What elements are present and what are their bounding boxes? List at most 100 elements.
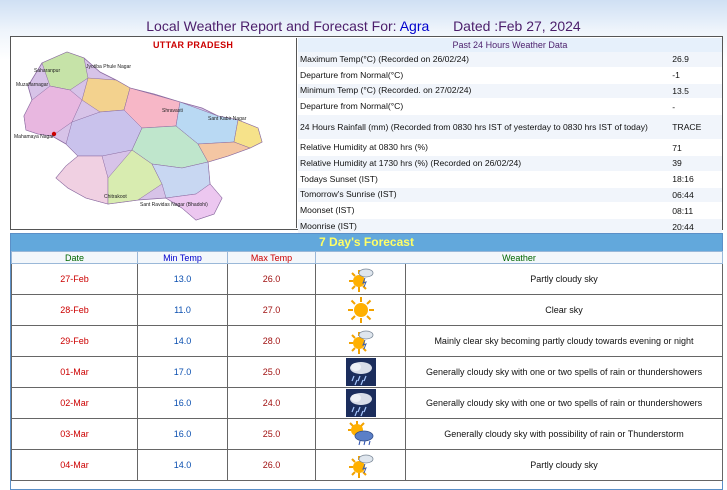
forecast-weather: Mainly clear sky becoming partly cloudy … bbox=[404, 325, 724, 357]
forecast-min-temp: 17.0 bbox=[137, 356, 228, 388]
sun-icon bbox=[315, 294, 406, 326]
past-row-label: Departure from Normal(°C) bbox=[300, 101, 404, 112]
past-row-label: 24 Hours Rainfall (mm) (Recorded from 08… bbox=[300, 121, 648, 132]
partly-cloudy-icon bbox=[315, 325, 406, 357]
forecast-row: 28-Feb 11.0 27.0 Clear sky bbox=[11, 294, 724, 326]
header-date: Date bbox=[11, 251, 138, 264]
header-weather: Weather bbox=[314, 251, 724, 264]
forecast-row: 02-Mar 16.0 24.0 Generally cloudy sky with … bbox=[11, 387, 724, 419]
report-header: Local Weather Report and Forecast For: A… bbox=[0, 0, 727, 36]
report-date: Dated :Feb 27, 2024 bbox=[453, 18, 581, 34]
forecast-max-temp: 28.0 bbox=[227, 325, 316, 357]
past-row-label: Tomorrow's Sunrise (IST) bbox=[300, 189, 397, 200]
past-row-value: 13.5 bbox=[672, 85, 689, 96]
forecast-max-temp: 26.0 bbox=[227, 449, 316, 481]
uttar-pradesh-map-image: Saharanpur Muzaffarnagar Jyotiba Phule N… bbox=[14, 51, 263, 221]
map-state-label: UTTAR PRADESH bbox=[153, 40, 234, 50]
forecast-date: 04-Mar bbox=[11, 449, 138, 481]
svg-text:Saharanpur: Saharanpur bbox=[34, 68, 60, 74]
past-row: Moonset (IST) 08:11 bbox=[298, 203, 722, 220]
forecast-weather: Generally cloudy sky with possibility of… bbox=[404, 418, 724, 450]
past-row-label: Todays Sunset (IST) bbox=[300, 173, 378, 184]
svg-text:Jyotiba Phule Nagar: Jyotiba Phule Nagar bbox=[86, 64, 131, 70]
forecast-max-temp: 24.0 bbox=[227, 387, 316, 419]
past-row: Relative Humidity at 1730 hrs (%) (Recor… bbox=[298, 155, 722, 172]
forecast-weather: Generally cloudy sky with one or two spe… bbox=[404, 356, 724, 388]
svg-text:Sant Ravidas Nagar (Bhadohi): Sant Ravidas Nagar (Bhadohi) bbox=[140, 202, 208, 208]
header-min-temp: Min Temp bbox=[137, 251, 228, 264]
past-row-label: Moonrise (IST) bbox=[300, 221, 357, 232]
forecast-title: 7 Day's Forecast bbox=[11, 234, 722, 251]
past-row-value: - bbox=[672, 101, 676, 112]
rain-cloud-icon bbox=[315, 387, 406, 419]
forecast-row: 29-Feb 14.0 28.0 Mainly clear sky becoming … bbox=[11, 325, 724, 357]
svg-text:Sant Kabir Nagar: Sant Kabir Nagar bbox=[208, 116, 247, 122]
forecast-date: 02-Mar bbox=[11, 387, 138, 419]
past-row-label: Relative Humidity at 1730 hrs (%) (Recor… bbox=[300, 157, 522, 168]
past-row-value: 20:44 bbox=[672, 221, 694, 232]
past-row-value: 06:44 bbox=[672, 189, 694, 200]
forecast-min-temp: 14.0 bbox=[137, 449, 228, 481]
city-name: Agra bbox=[399, 18, 430, 34]
partly-cloudy-icon bbox=[315, 449, 406, 481]
past-row: Minimum Temp (°C) (Recorded. on 27/02/24… bbox=[298, 83, 722, 100]
past-row-value: 26.9 bbox=[672, 54, 689, 65]
partly-cloudy-icon bbox=[315, 263, 406, 295]
past-row-value: TRACE bbox=[672, 122, 702, 133]
forecast-date: 29-Feb bbox=[11, 325, 138, 357]
forecast-date: 28-Feb bbox=[11, 294, 138, 326]
svg-text:Mahamaya Nagar: Mahamaya Nagar bbox=[14, 134, 54, 140]
past-row-value: 71 bbox=[672, 142, 682, 153]
forecast-table: Date Min Temp Max Temp Weather 27-Feb 13.… bbox=[11, 251, 724, 481]
forecast-weather: Clear sky bbox=[404, 294, 724, 326]
forecast-date: 27-Feb bbox=[11, 263, 138, 295]
past-row-label: Departure from Normal(°C) bbox=[300, 69, 404, 80]
forecast-max-temp: 27.0 bbox=[227, 294, 316, 326]
forecast-date: 03-Mar bbox=[11, 418, 138, 450]
forecast-row: 03-Mar 16.0 25.0 Generally cloudy sky with … bbox=[11, 418, 724, 450]
past-row-label: Relative Humidity at 0830 hrs (%) bbox=[300, 142, 428, 153]
past-row: Tomorrow's Sunrise (IST) 06:44 bbox=[298, 187, 722, 204]
past-row: Todays Sunset (IST) 18:16 bbox=[298, 172, 722, 188]
forecast-min-temp: 14.0 bbox=[137, 325, 228, 357]
past-24h-title: Past 24 Hours Weather Data bbox=[298, 38, 722, 52]
past-row-value: 08:11 bbox=[672, 205, 694, 216]
state-map: Saharanpur Muzaffarnagar Jyotiba Phule N… bbox=[12, 38, 297, 228]
past-24h-data: Past 24 Hours Weather Data Maximum Temp(… bbox=[298, 38, 722, 235]
forecast-weather: Generally cloudy sky with one or two spe… bbox=[404, 387, 724, 419]
forecast-min-temp: 16.0 bbox=[137, 387, 228, 419]
past-row: Departure from Normal(°C) - bbox=[298, 99, 722, 116]
past-row: Relative Humidity at 0830 hrs (%) 71 bbox=[298, 140, 722, 156]
sun-cloud-rain-icon bbox=[315, 418, 406, 450]
past-row-value: 39 bbox=[672, 158, 682, 169]
svg-text:Muzaffarnagar: Muzaffarnagar bbox=[16, 82, 48, 88]
forecast-row: 27-Feb 13.0 26.0 Partly cloudy sky bbox=[11, 263, 724, 295]
forecast-weather: Partly cloudy sky bbox=[404, 449, 724, 481]
past-row-label: Maximum Temp(°C) (Recorded on 26/02/24) bbox=[300, 53, 470, 64]
summary-panel: Saharanpur Muzaffarnagar Jyotiba Phule N… bbox=[10, 36, 723, 235]
past-row: 24 Hours Rainfall (mm) (Recorded from 08… bbox=[298, 115, 722, 141]
forecast-date: 01-Mar bbox=[11, 356, 138, 388]
header-prefix: Local Weather Report and Forecast For: bbox=[146, 18, 397, 34]
past-row: Departure from Normal(°C) -1 bbox=[298, 68, 722, 84]
header-max-temp: Max Temp bbox=[227, 251, 316, 264]
svg-text:Chitrakoot: Chitrakoot bbox=[104, 194, 127, 200]
past-row-value: -1 bbox=[672, 70, 680, 81]
forecast-row: 01-Mar 17.0 25.0 Generally cloudy sky with … bbox=[11, 356, 724, 388]
past-row-label: Moonset (IST) bbox=[300, 205, 355, 216]
forecast-row: 04-Mar 14.0 26.0 Partly cloudy sky bbox=[11, 449, 724, 481]
forecast-min-temp: 16.0 bbox=[137, 418, 228, 450]
forecast-max-temp: 25.0 bbox=[227, 418, 316, 450]
forecast-panel: 7 Day's Forecast Date Min Temp Max Temp … bbox=[10, 233, 724, 490]
past-24h-rows: Maximum Temp(°C) (Recorded on 26/02/24) 2… bbox=[298, 52, 722, 235]
forecast-min-temp: 13.0 bbox=[137, 263, 228, 295]
rain-cloud-icon bbox=[315, 356, 406, 388]
forecast-min-temp: 11.0 bbox=[137, 294, 228, 326]
forecast-max-temp: 26.0 bbox=[227, 263, 316, 295]
past-row-value: 18:16 bbox=[672, 174, 694, 185]
past-row: Maximum Temp(°C) (Recorded on 26/02/24) 2… bbox=[298, 52, 722, 68]
forecast-weather: Partly cloudy sky bbox=[404, 263, 724, 295]
past-row-label: Minimum Temp (°C) (Recorded. on 27/02/24… bbox=[300, 85, 472, 96]
svg-text:Shravasti: Shravasti bbox=[162, 108, 183, 114]
forecast-max-temp: 25.0 bbox=[227, 356, 316, 388]
